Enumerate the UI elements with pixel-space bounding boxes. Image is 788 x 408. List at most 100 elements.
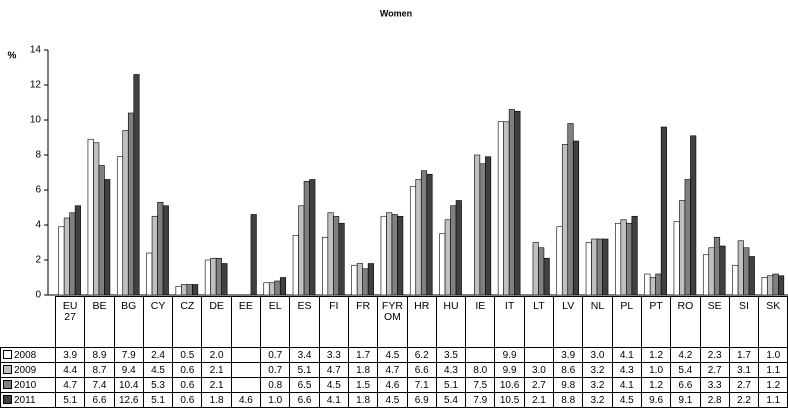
bar bbox=[620, 219, 627, 296]
table-cell: 4.1 bbox=[611, 377, 642, 393]
bar bbox=[690, 135, 697, 296]
table-cell: 4.5 bbox=[611, 392, 642, 408]
table-cell: 1.5 bbox=[347, 377, 379, 393]
bar bbox=[250, 214, 257, 296]
bar bbox=[69, 212, 76, 296]
table-cell: 12.6 bbox=[113, 392, 144, 408]
table-cell bbox=[523, 347, 555, 363]
table-cell: 4.1 bbox=[318, 392, 349, 408]
table-cell: 1.0 bbox=[260, 392, 291, 408]
bar bbox=[210, 257, 217, 296]
bar bbox=[532, 242, 539, 296]
legend-label: 2011 bbox=[14, 394, 36, 406]
bar bbox=[631, 215, 638, 296]
table-cell: 1.0 bbox=[758, 347, 788, 363]
table-cell: 5.1 bbox=[142, 392, 174, 408]
table-cell: 3.2 bbox=[582, 362, 613, 378]
table-cell: 8.9 bbox=[84, 347, 115, 363]
bar bbox=[596, 238, 603, 296]
table-cell: 1.7 bbox=[728, 347, 760, 363]
category-label: EU 27 bbox=[54, 296, 86, 348]
table-cell: 4.6 bbox=[230, 392, 262, 408]
table-cell: 7.5 bbox=[465, 377, 496, 393]
bar bbox=[157, 201, 164, 296]
bar bbox=[415, 179, 422, 296]
table-cell: 5.4 bbox=[670, 362, 701, 378]
table-cell: 3.3 bbox=[318, 347, 349, 363]
y-tick-label: 2 bbox=[35, 255, 41, 266]
category-label: IE bbox=[465, 296, 496, 348]
table-cell: 9.9 bbox=[494, 362, 525, 378]
bar bbox=[497, 121, 504, 296]
category-label: EL bbox=[260, 296, 291, 348]
category-label: EE bbox=[230, 296, 262, 348]
bar bbox=[538, 247, 545, 296]
legend-swatch bbox=[3, 349, 12, 359]
bar bbox=[215, 257, 222, 296]
bar bbox=[274, 280, 281, 296]
table-cell: 9.1 bbox=[670, 392, 701, 408]
table-cell: 1.8 bbox=[201, 392, 232, 408]
bar bbox=[556, 226, 563, 296]
y-tick-label: 0 bbox=[35, 290, 41, 301]
table-cell: 0.6 bbox=[172, 362, 203, 378]
table-cell: 7.9 bbox=[465, 392, 496, 408]
table-cell: 9.6 bbox=[640, 392, 672, 408]
table-cell: 0.5 bbox=[172, 347, 203, 363]
table-cell: 4.5 bbox=[377, 347, 408, 363]
bar bbox=[367, 263, 374, 296]
table-cell: 6.6 bbox=[406, 362, 437, 378]
bar bbox=[221, 263, 228, 296]
bar bbox=[298, 205, 305, 296]
table-corner bbox=[0, 296, 56, 348]
category-label: SK bbox=[758, 296, 788, 348]
table-cell: 2.4 bbox=[142, 347, 174, 363]
table-cell: 8.0 bbox=[465, 362, 496, 378]
category-label: PT bbox=[640, 296, 672, 348]
bar bbox=[479, 163, 486, 296]
table-cell: 0.6 bbox=[172, 392, 203, 408]
legend-label: 2010 bbox=[14, 379, 37, 391]
table-cell: 1.0 bbox=[640, 362, 672, 378]
table-cell: 7.4 bbox=[84, 377, 115, 393]
category-label: RO bbox=[670, 296, 701, 348]
table-cell: 3.3 bbox=[699, 377, 730, 393]
bar bbox=[192, 284, 199, 296]
y-tick-label: 6 bbox=[35, 185, 41, 196]
bar bbox=[426, 173, 433, 296]
bar bbox=[104, 179, 111, 296]
bar bbox=[514, 110, 521, 296]
table-cell: 6.2 bbox=[406, 347, 437, 363]
bar bbox=[761, 277, 768, 296]
bar bbox=[133, 74, 140, 296]
bar bbox=[87, 138, 94, 296]
table-cell: 2.1 bbox=[201, 377, 232, 393]
bar bbox=[309, 179, 316, 296]
bar bbox=[63, 217, 70, 296]
table-cell: 1.1 bbox=[758, 362, 788, 378]
table-cell: 5.4 bbox=[435, 392, 467, 408]
category-label: NL bbox=[582, 296, 613, 348]
category-label: LV bbox=[553, 296, 584, 348]
bar bbox=[327, 212, 334, 296]
table-cell: 3.5 bbox=[435, 347, 467, 363]
table-cell: 4.7 bbox=[377, 362, 408, 378]
y-tick-label: 8 bbox=[35, 150, 41, 161]
category-label: IT bbox=[494, 296, 525, 348]
category-label: FI bbox=[318, 296, 349, 348]
table-cell: 4.7 bbox=[54, 377, 86, 393]
category-label: PL bbox=[611, 296, 642, 348]
table-cell: 3.0 bbox=[523, 362, 555, 378]
bar bbox=[748, 256, 755, 296]
category-label: HU bbox=[435, 296, 467, 348]
bar bbox=[719, 245, 726, 296]
table-cell: 4.1 bbox=[611, 347, 642, 363]
bar bbox=[351, 264, 358, 296]
bar bbox=[122, 130, 129, 296]
table-cell: 2.1 bbox=[201, 362, 232, 378]
table-cell: 8.7 bbox=[84, 362, 115, 378]
table-row: 2009 4.4 8.7 9.4 4.5 0.6 2.1 0.7 5.1 4.7 1.8 4.7 6.6… bbox=[0, 362, 788, 378]
table-cell bbox=[465, 347, 496, 363]
bar bbox=[127, 112, 135, 296]
category-label: HR bbox=[406, 296, 437, 348]
